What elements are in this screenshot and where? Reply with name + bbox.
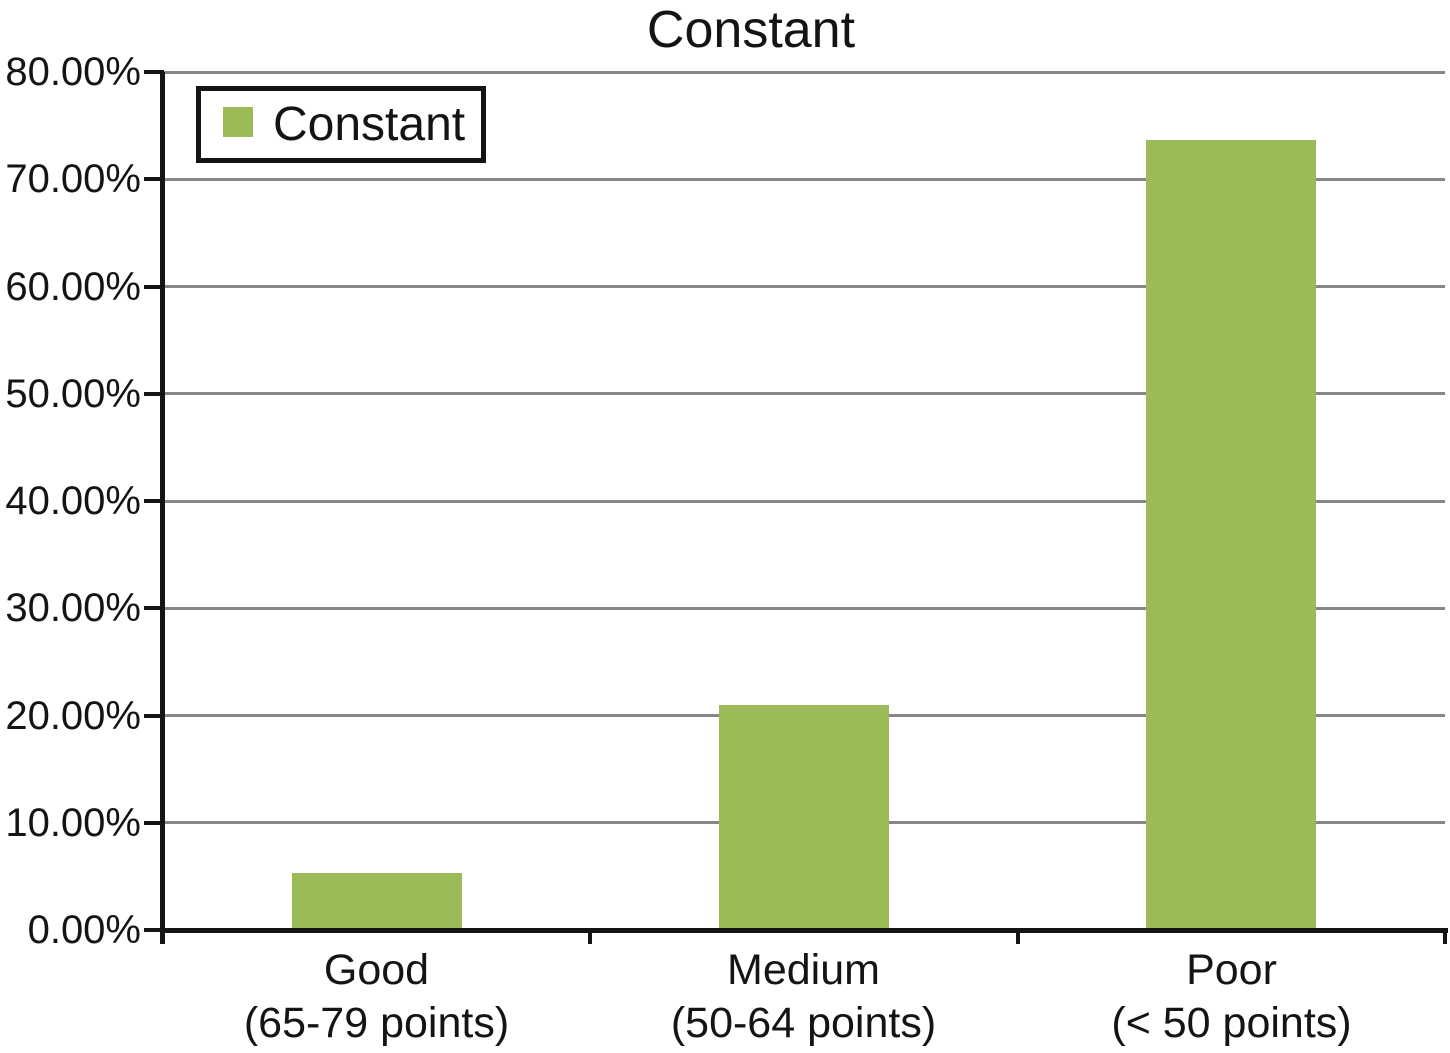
- y-tick: [144, 820, 164, 825]
- legend-swatch: [223, 106, 253, 137]
- y-tick-label: 20.00%: [5, 693, 141, 738]
- x-category-label-line1: Poor: [1186, 946, 1277, 994]
- y-tick: [144, 606, 164, 611]
- y-tick: [144, 284, 164, 289]
- y-tick: [144, 177, 164, 182]
- x-category-label: Poor (< 50 points): [1018, 944, 1445, 1050]
- gridline: [163, 499, 1445, 503]
- x-category-label-line2: (< 50 points): [1111, 999, 1352, 1047]
- bar: [1146, 140, 1316, 930]
- y-tick-label: 0.00%: [27, 908, 141, 952]
- legend-label: Constant: [273, 97, 466, 151]
- x-category-label: Medium (50-64 points): [590, 944, 1017, 1050]
- y-tick-label: 40.00%: [5, 479, 141, 523]
- y-tick-label: 80.00%: [5, 50, 141, 94]
- legend: Constant: [196, 86, 486, 163]
- gridline: [163, 606, 1445, 610]
- x-axis: [160, 928, 1448, 933]
- y-tick: [144, 70, 164, 74]
- y-tick-label: 10.00%: [5, 800, 141, 845]
- y-tick: [144, 391, 164, 396]
- x-tick: [1443, 930, 1447, 944]
- x-category-label-line1: Good: [323, 946, 430, 994]
- y-tick: [144, 713, 164, 718]
- gridline: [163, 177, 1445, 181]
- y-axis: [160, 72, 165, 944]
- x-category-label-line2: (50-64 points): [670, 999, 937, 1047]
- y-tick-label: 60.00%: [5, 264, 141, 309]
- y-tick: [144, 928, 164, 932]
- gridline: [163, 70, 1445, 74]
- x-tick: [588, 930, 592, 944]
- chart-title: Constant: [646, 1, 856, 59]
- x-category-label: Good (65-79 points): [163, 944, 590, 1050]
- y-tick-label: 50.00%: [5, 371, 141, 416]
- gridline: [163, 392, 1445, 396]
- x-category-label-line2: (65-79 points): [243, 999, 510, 1047]
- gridline: [163, 285, 1445, 288]
- y-tick-label: 30.00%: [5, 586, 141, 631]
- x-category-label-line1: Medium: [727, 946, 880, 994]
- x-tick: [1016, 930, 1020, 944]
- bar: [292, 873, 462, 930]
- y-tick-label: 70.00%: [5, 157, 141, 202]
- bar: [719, 705, 889, 930]
- y-tick: [144, 499, 164, 503]
